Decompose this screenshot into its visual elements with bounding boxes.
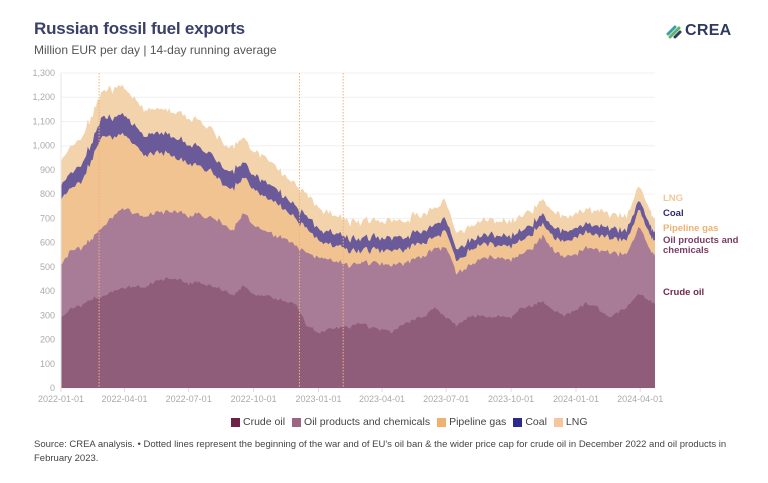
legend-swatch [513, 417, 523, 427]
y-tick-label: 500 [40, 262, 55, 272]
chart-subtitle: Million EUR per day | 14-day running ave… [34, 43, 277, 57]
series-label: Crude oil [663, 287, 704, 298]
legend-label: LNG [565, 416, 588, 428]
x-tick-label: 2022-07-01 [166, 394, 212, 404]
y-tick-label: 800 [40, 189, 55, 199]
area-crude-oil [61, 277, 655, 388]
series-label: LNG [663, 193, 683, 204]
crea-logo-text: CREA [685, 22, 732, 39]
legend-label: Oil products and chemicals [304, 416, 431, 428]
series-label: Coal [663, 208, 684, 219]
y-tick-label: 900 [40, 165, 55, 175]
legend-swatch [437, 417, 447, 427]
x-tick-label: 2023-01-01 [295, 394, 341, 404]
legend-item-coal[interactable]: Coal [513, 416, 547, 428]
y-tick-label: 300 [40, 310, 55, 320]
y-tick-label: 600 [40, 238, 55, 248]
legend-label: Crude oil [243, 416, 286, 428]
legend-label: Pipeline gas [449, 416, 507, 428]
legend-item-lng[interactable]: LNG [553, 416, 588, 428]
y-tick-label: 0 [50, 383, 55, 393]
x-tick-label: 2023-07-01 [423, 394, 469, 404]
legend-swatch [231, 417, 240, 427]
area-series [61, 84, 655, 389]
x-tick-label: 2024-04-01 [617, 394, 663, 404]
x-tick-label: 2024-01-01 [553, 394, 599, 404]
crea-logo[interactable]: CREA [666, 22, 732, 40]
legend-label: Coal [525, 416, 547, 428]
x-tick-label: 2023-04-01 [359, 394, 405, 404]
x-tick-label: 2022-10-01 [231, 394, 277, 404]
legend-swatch [553, 417, 563, 427]
y-tick-label: 100 [40, 359, 55, 369]
x-tick-label: 2023-10-01 [488, 394, 534, 404]
legend-swatch [292, 417, 302, 427]
legend-item-pipeline-gas[interactable]: Pipeline gas [437, 416, 506, 428]
y-tick-label: 700 [40, 213, 55, 223]
series-label: Pipeline gas [663, 223, 718, 234]
x-axis: 2022-01-01 2022-04-01 2022-07-01 2022-10-01… [38, 73, 663, 404]
legend: Crude oil Oil products and chemicals Pip… [231, 416, 588, 428]
series-label: chemicals [663, 245, 709, 256]
legend-item-oil-products[interactable]: Oil products and chemicals [292, 416, 430, 428]
crea-logo-icon [666, 25, 682, 39]
x-tick-label: 2022-01-01 [38, 394, 84, 404]
y-tick-label: 200 [40, 335, 55, 345]
y-axis: 0 100 200 300 400 500 600 700 800 900 1,000 1,100 1,… [32, 68, 55, 393]
y-tick-label: 1,300 [32, 68, 55, 78]
x-tick-label: 2022-04-01 [101, 394, 147, 404]
series-label: Oil products and [663, 235, 739, 246]
source-note: Source: CREA analysis. • Dotted lines re… [34, 439, 727, 464]
y-tick-label: 1,100 [32, 116, 55, 126]
chart-title: Russian fossil fuel exports [34, 19, 245, 38]
legend-item-crude-oil[interactable]: Crude oil [231, 416, 285, 428]
event-lines [98, 73, 344, 388]
y-tick-label: 400 [40, 286, 55, 296]
y-tick-label: 1,000 [32, 141, 55, 151]
y-tick-label: 1,200 [32, 92, 55, 102]
